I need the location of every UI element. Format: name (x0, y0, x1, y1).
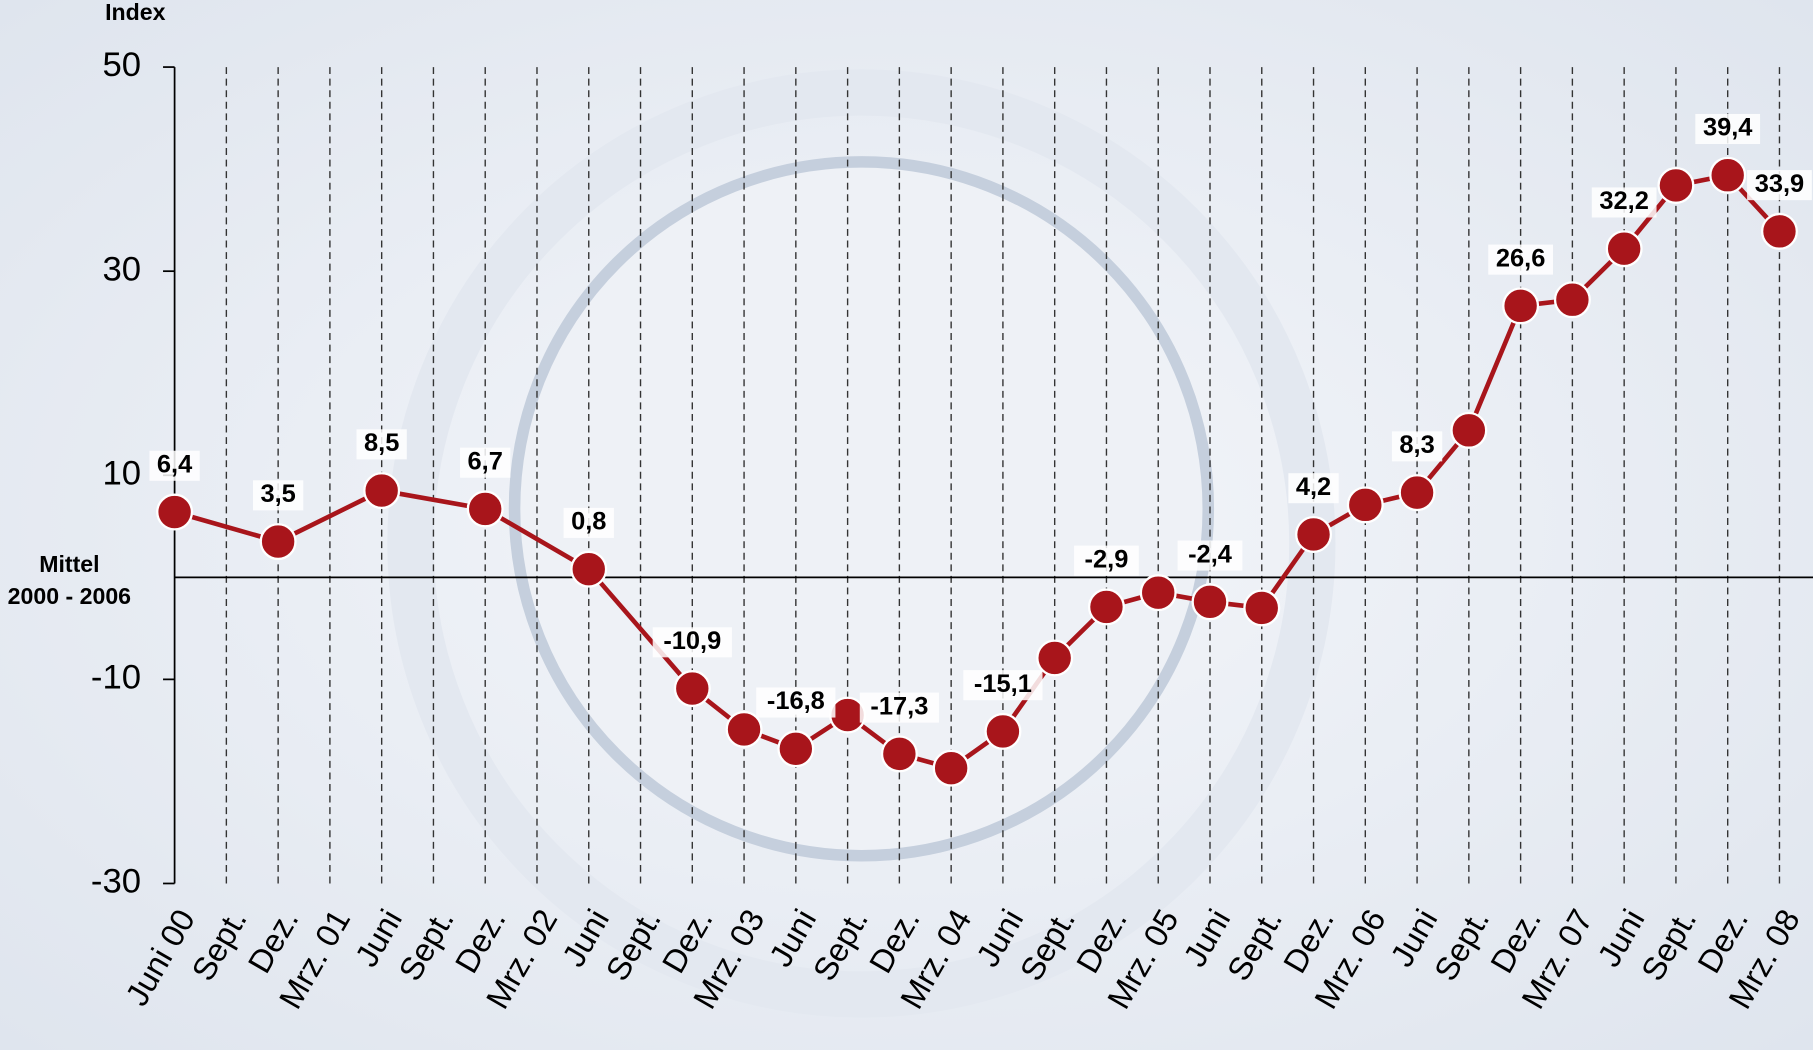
value-label: -2,9 (1085, 545, 1129, 573)
data-point (570, 550, 608, 588)
y-tick-label: 50 (102, 46, 141, 84)
data-point (1139, 574, 1177, 612)
value-label: 26,6 (1496, 244, 1545, 272)
value-label-bg (149, 450, 200, 481)
data-point (880, 735, 918, 773)
value-label: 0,8 (571, 508, 606, 536)
value-label: 6,7 (468, 447, 503, 475)
data-point (1450, 411, 1488, 449)
data-point (1191, 583, 1229, 621)
data-point (259, 523, 297, 561)
value-label-bg (252, 480, 304, 511)
value-label-bg (1074, 545, 1139, 576)
value-label: 32,2 (1599, 187, 1648, 215)
data-point (363, 472, 401, 510)
data-point (1502, 287, 1540, 325)
data-point (1709, 156, 1747, 194)
data-point (1605, 230, 1643, 268)
value-label-bg (356, 429, 407, 460)
data-point (829, 696, 867, 734)
data-point (777, 730, 815, 768)
data-point (1657, 166, 1695, 204)
value-label: 3,5 (260, 480, 295, 508)
value-label: 39,4 (1703, 114, 1752, 142)
data-point (466, 490, 504, 528)
value-label: -16,8 (767, 687, 825, 715)
data-point (1760, 212, 1798, 250)
y-tick-label: 30 (102, 250, 141, 288)
data-point (1346, 486, 1384, 524)
value-label-bg (1488, 244, 1553, 275)
data-point (932, 749, 970, 787)
decoration (508, 156, 1215, 862)
y-tick-label: 10 (102, 454, 141, 492)
data-point (1553, 281, 1591, 319)
value-label: -10,9 (663, 627, 721, 655)
reference-label: Mittel (39, 551, 99, 577)
data-point (725, 710, 763, 748)
data-point (1243, 589, 1281, 627)
data-point (1036, 639, 1074, 677)
data-point (1295, 515, 1333, 553)
reference-label: 2000 - 2006 (8, 583, 131, 609)
data-point (984, 712, 1022, 750)
value-label-bg (460, 447, 511, 478)
data-point (1398, 474, 1436, 512)
value-label-bg (1747, 170, 1812, 201)
value-label-bg (1288, 473, 1339, 504)
value-label: -15,1 (974, 670, 1032, 698)
data-point (156, 493, 194, 531)
value-label-bg (1391, 431, 1443, 462)
value-label-bg (756, 687, 836, 718)
y-tick-label: -10 (91, 659, 141, 697)
value-label: 8,3 (1399, 431, 1434, 459)
value-label: 8,5 (364, 429, 399, 457)
value-label-bg (1695, 113, 1761, 145)
value-label: 6,4 (157, 450, 192, 478)
value-label-bg (1177, 540, 1243, 571)
value-label-bg (963, 670, 1043, 701)
axis-title: Index (105, 0, 166, 25)
data-point (1087, 588, 1125, 626)
value-label-bg (859, 692, 939, 723)
value-label: 33,9 (1755, 170, 1804, 198)
value-label-bg (1591, 187, 1657, 218)
value-label-bg (652, 627, 732, 658)
value-label: -17,3 (870, 692, 928, 720)
value-label-bg (563, 507, 614, 538)
y-tick-label: -30 (91, 863, 141, 901)
data-point (673, 670, 711, 708)
value-label: 4,2 (1296, 473, 1331, 501)
value-label: -2,4 (1188, 540, 1232, 568)
